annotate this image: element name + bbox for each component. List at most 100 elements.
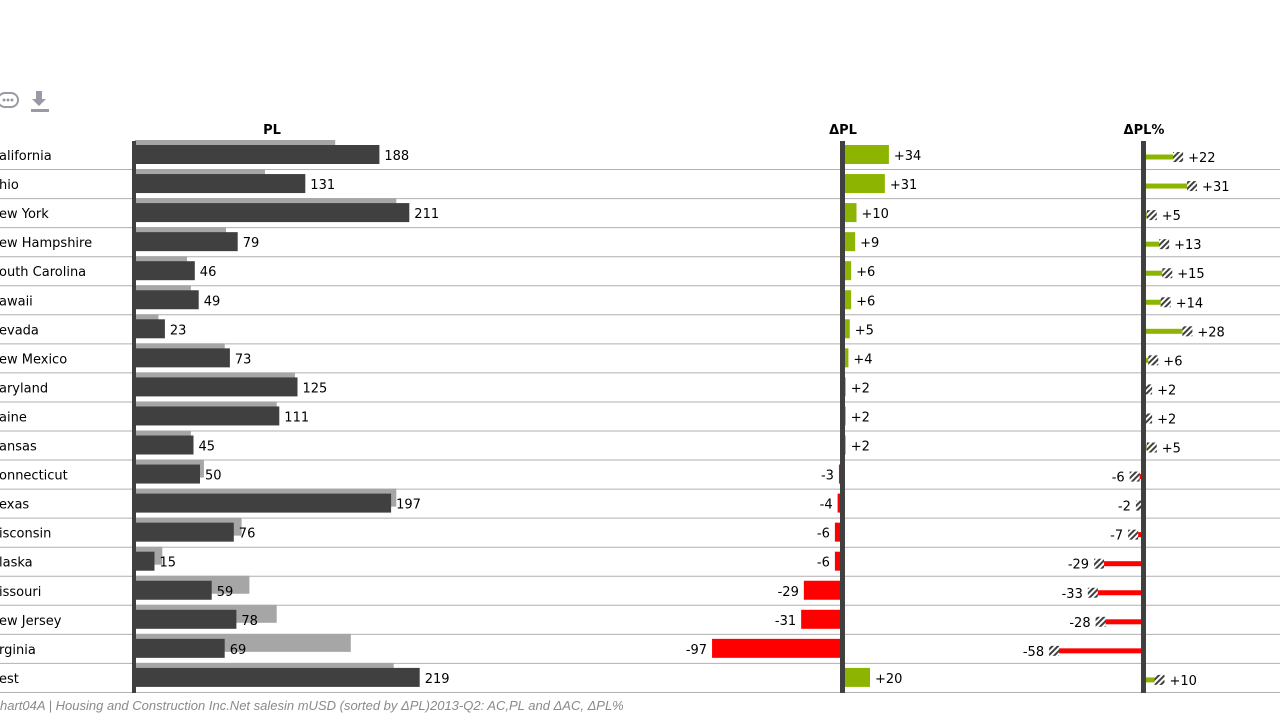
category-label: laska [0,556,33,571]
category-label: ansas [0,440,37,455]
dplpct-pin [1092,590,1144,596]
dplpct-marker [1162,268,1173,279]
dpl-value-label: +4 [853,352,872,367]
dplpct-value-label: +28 [1197,325,1224,340]
ac-value-label: 79 [243,236,260,251]
category-label: est [0,672,19,687]
dplpct-axis [1141,141,1146,693]
ac-bar [135,377,298,397]
dpl-value-label: +2 [851,440,870,455]
ac-value-label: 46 [200,265,217,280]
ac-bar [135,319,165,339]
dpl-bar [843,174,885,194]
category-label: ew Mexico [0,352,67,367]
dpl-value-label: -3 [821,469,834,484]
category-label: ew York [0,207,49,222]
toolbar [0,88,60,114]
ac-bar [135,522,234,542]
dplpct-pin [1133,532,1144,538]
category-label: awaii [0,294,33,309]
chart-footer: hart04A | Housing and Construction Inc.N… [0,698,624,713]
dplpct-value-label: +2 [1157,412,1176,427]
dplpct-value-label: +2 [1157,383,1176,398]
dplpct-value-label: +31 [1202,180,1229,195]
ac-bar [135,435,194,455]
ac-bar [135,580,212,600]
dpl-value-label: -6 [817,527,830,542]
ac-bar [135,232,238,252]
ac-bar [135,609,237,629]
dpl-bar [803,580,843,600]
dplpct-marker [1159,239,1170,250]
category-label: rginia [0,643,36,658]
ac-value-label: 59 [217,585,234,600]
dpl-value-label: +34 [894,149,921,164]
ac-bar [135,638,225,658]
dpl-bar [801,609,843,629]
dplpct-marker [1154,674,1165,685]
dplpct-value-label: -7 [1110,529,1123,544]
comment-icon[interactable] [0,88,22,114]
dpl-bar [843,232,856,252]
dplpct-marker [1160,297,1171,308]
dplpct-marker [1182,326,1193,337]
ac-value-label: 69 [230,643,247,658]
ac-bar [135,145,380,164]
dpl-bar [843,145,889,164]
category-label: onnecticut [0,469,68,484]
dpl-bar [843,261,852,281]
header-dplpct: ΔPL% [1124,123,1165,138]
category-label: hio [0,178,19,193]
download-icon[interactable] [27,88,53,114]
dplpct-pin [1100,619,1144,625]
ac-bar [135,493,392,513]
ac-bar [135,290,199,310]
dplpct-marker [1094,558,1105,569]
category-label: ew Hampshire [0,236,92,251]
category-label: evada [0,323,39,338]
dplpct-marker [1142,384,1153,395]
ac-bar [135,667,420,687]
ac-bar [135,551,155,571]
dplpct-marker [1049,645,1060,656]
ac-value-label: 211 [414,207,439,222]
dplpct-value-label: +5 [1162,442,1181,457]
dplpct-pin [1144,270,1168,276]
dplpct-value-label: +10 [1170,674,1197,689]
category-label: isconsin [0,527,51,542]
dpl-value-label: +20 [875,672,902,687]
dplpct-marker [1146,442,1157,453]
ac-value-label: 125 [303,381,328,396]
dplpct-value-label: -6 [1112,471,1125,486]
ac-bar [135,348,230,368]
ac-value-label: 197 [396,498,421,513]
dplpct-value-label: +13 [1174,238,1201,253]
dplpct-marker [1095,616,1106,627]
dpl-value-label: -29 [778,585,799,600]
dpl-value-label: +6 [856,294,875,309]
dplpct-value-label: +6 [1163,354,1182,369]
dpl-bar [843,348,849,368]
dpl-value-label: +9 [860,236,879,251]
ac-value-label: 219 [425,672,450,687]
dpl-value-label: +6 [856,265,875,280]
ac-value-label: 111 [284,410,309,425]
dpl-axis [840,141,845,693]
dplpct-marker [1142,413,1153,424]
dpl-value-label: -6 [817,556,830,571]
dplpct-marker [1129,471,1140,482]
dplpct-value-label: +5 [1162,209,1181,224]
ac-bar [135,261,195,281]
ac-value-label: 49 [204,294,221,309]
dpl-value-label: +5 [855,323,874,338]
ac-bar [135,174,306,194]
dpl-bar [843,203,857,223]
ac-value-label: 78 [241,614,258,629]
ac-value-label: 15 [160,556,177,571]
dpl-value-label: +2 [851,410,870,425]
category-label: exas [0,498,29,513]
dplpct-value-label: +14 [1176,296,1203,311]
ac-value-label: 76 [239,527,256,542]
ac-bar [135,464,200,484]
dplpct-value-label: +15 [1177,267,1204,282]
